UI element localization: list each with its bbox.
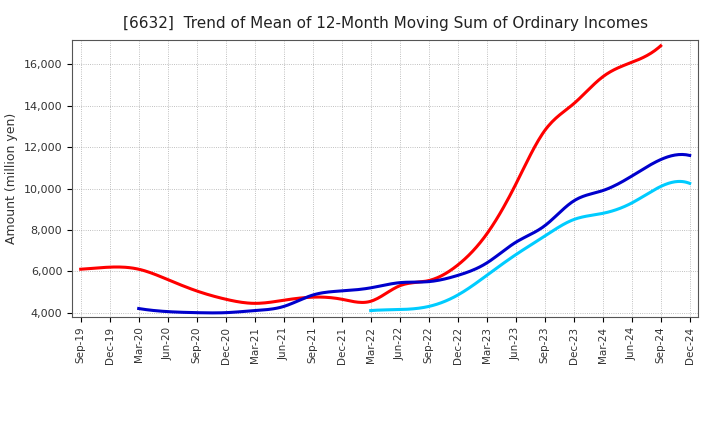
Title: [6632]  Trend of Mean of 12-Month Moving Sum of Ordinary Incomes: [6632] Trend of Mean of 12-Month Moving … [122, 16, 648, 32]
Y-axis label: Amount (million yen): Amount (million yen) [5, 113, 18, 244]
